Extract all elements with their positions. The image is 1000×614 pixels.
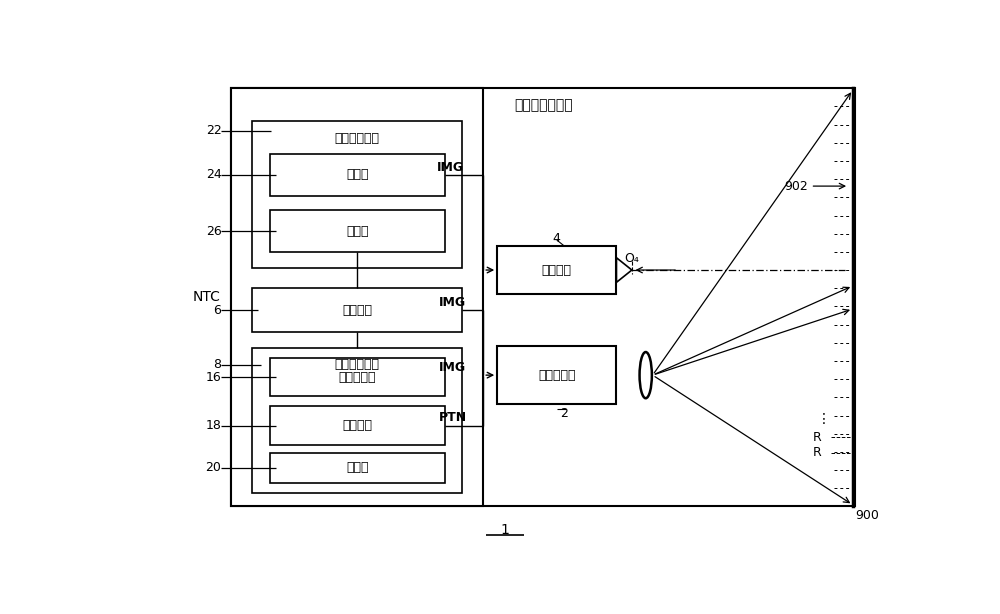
Text: 26: 26 — [206, 225, 221, 238]
Text: 24: 24 — [206, 168, 221, 181]
Bar — [497, 346, 616, 404]
Text: 4: 4 — [553, 232, 561, 245]
Text: IMG: IMG — [439, 296, 466, 309]
Text: IMG: IMG — [439, 361, 466, 374]
Text: O₄: O₄ — [624, 252, 639, 265]
Bar — [231, 88, 855, 507]
Text: 902: 902 — [784, 180, 808, 193]
Bar — [270, 154, 445, 196]
Text: 2: 2 — [561, 406, 568, 420]
Text: 8: 8 — [213, 358, 221, 371]
Text: 通知部: 通知部 — [346, 225, 369, 238]
Text: IMG: IMG — [437, 161, 464, 174]
Text: 判定部: 判定部 — [346, 168, 369, 181]
Bar — [270, 453, 445, 483]
Text: NTC: NTC — [193, 290, 221, 305]
Text: 22: 22 — [206, 124, 221, 137]
Text: 校准装置: 校准装置 — [342, 303, 372, 317]
Bar — [270, 210, 445, 252]
Text: 姿势判定装置: 姿势判定装置 — [335, 132, 380, 145]
Bar — [252, 288, 462, 332]
Text: R: R — [813, 430, 822, 444]
Bar — [270, 358, 445, 396]
Text: 车辆用灯具系统: 车辆用灯具系统 — [514, 98, 573, 112]
Text: 配光可变灯: 配光可变灯 — [538, 368, 576, 382]
Text: R: R — [813, 446, 822, 459]
Bar — [252, 122, 462, 268]
Text: 存储器: 存储器 — [346, 461, 369, 475]
Bar — [252, 348, 462, 492]
Text: PTN: PTN — [438, 411, 467, 424]
Text: 16: 16 — [206, 371, 221, 384]
Text: 摄像装置: 摄像装置 — [542, 263, 572, 276]
Text: 20: 20 — [206, 461, 221, 475]
Text: 6: 6 — [214, 303, 221, 317]
Bar — [497, 246, 616, 294]
Text: ⋮: ⋮ — [817, 413, 831, 426]
Bar — [270, 406, 445, 445]
Text: 配光控制装置: 配光控制装置 — [335, 358, 380, 371]
Text: 900: 900 — [855, 509, 879, 522]
Text: 图案决定部: 图案决定部 — [339, 371, 376, 384]
Text: 灯控制部: 灯控制部 — [342, 419, 372, 432]
Bar — [231, 88, 483, 507]
Text: 18: 18 — [206, 419, 221, 432]
Text: 1: 1 — [500, 523, 509, 537]
